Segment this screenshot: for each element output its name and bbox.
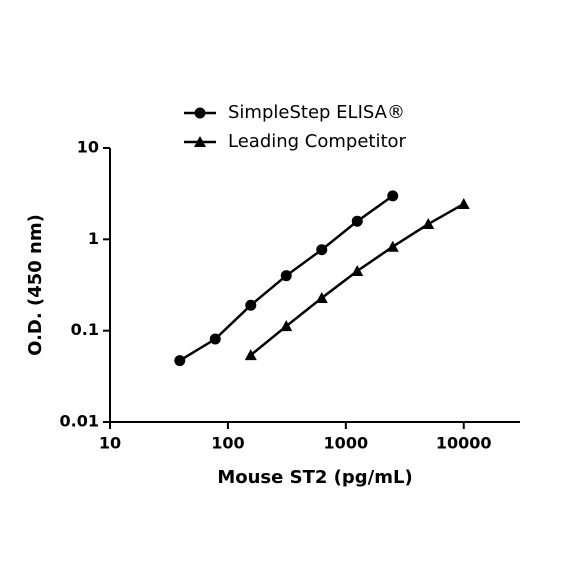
marker <box>457 197 470 209</box>
marker <box>209 333 221 345</box>
marker <box>315 291 328 303</box>
y-tick-label: 1 <box>88 229 99 248</box>
legend-label: SimpleStep ELISA® <box>228 102 405 123</box>
x-tick-label: 100 <box>211 434 244 453</box>
y-axis-label: O.D. (450 nm) <box>25 214 46 356</box>
marker <box>194 136 206 147</box>
marker <box>245 299 257 311</box>
marker <box>280 270 292 282</box>
x-tick-label: 10 <box>99 434 121 453</box>
marker <box>280 320 293 332</box>
y-tick-label: 10 <box>77 138 99 157</box>
x-tick-label: 1000 <box>324 434 369 453</box>
y-tick-label: 0.1 <box>71 320 99 339</box>
marker <box>316 244 328 256</box>
y-tick-label: 0.01 <box>60 412 99 431</box>
x-axis-label: Mouse ST2 (pg/mL) <box>217 467 412 488</box>
marker <box>386 240 399 252</box>
legend-label: Leading Competitor <box>228 131 407 152</box>
marker <box>244 349 257 361</box>
marker <box>351 265 364 277</box>
marker <box>422 218 435 230</box>
marker <box>174 355 186 367</box>
marker <box>387 190 399 202</box>
x-tick-label: 10000 <box>436 434 492 453</box>
marker <box>194 107 206 119</box>
marker <box>351 215 363 227</box>
